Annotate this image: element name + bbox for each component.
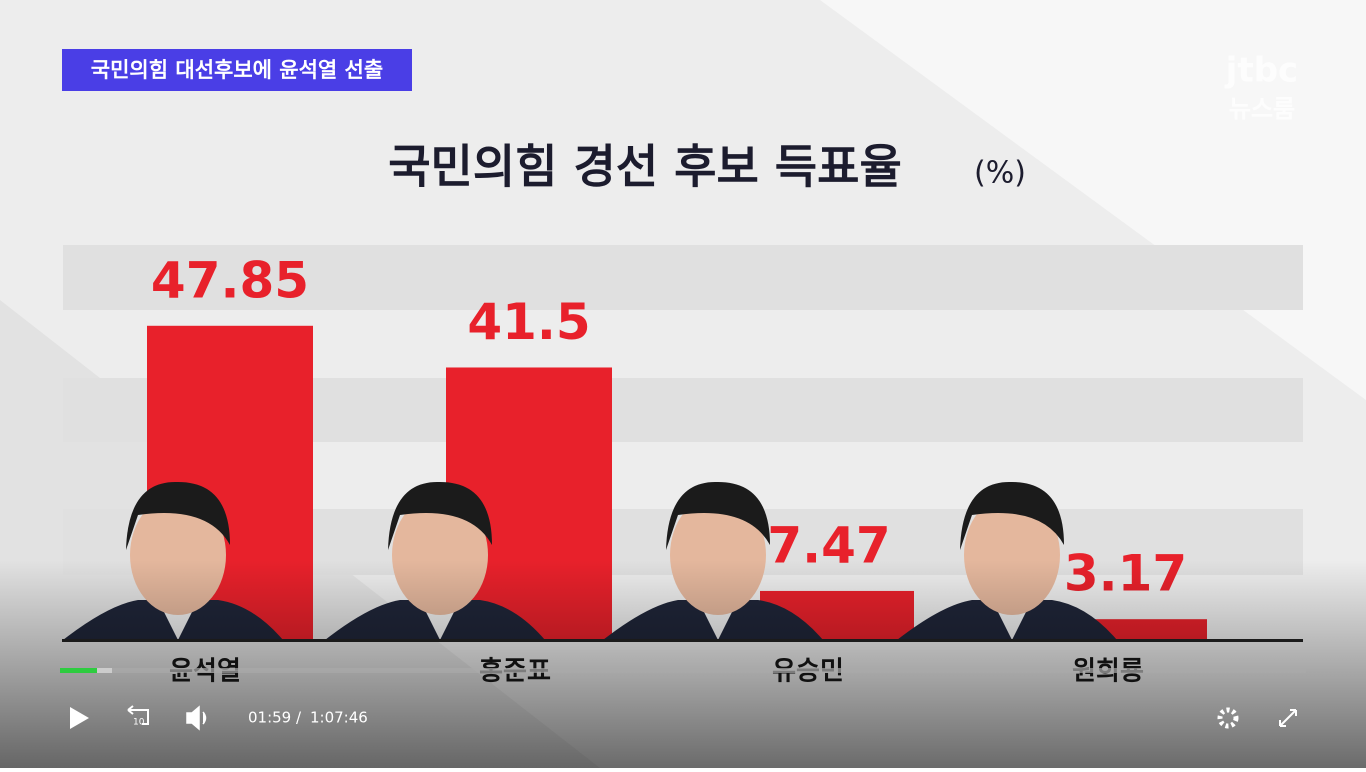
chart-title: 국민의힘 경선 후보 득표율 bbox=[388, 140, 902, 194]
controls-shade bbox=[0, 560, 1366, 768]
rewind-seconds: 10 bbox=[133, 718, 145, 728]
person-hair bbox=[388, 481, 492, 550]
caption: 국민의힘 대선후보에 윤석열 선출 bbox=[91, 58, 383, 82]
fullscreen-button[interactable] bbox=[1279, 709, 1297, 727]
unit: (%) bbox=[974, 156, 1026, 191]
play-button[interactable] bbox=[70, 707, 89, 729]
caption-box bbox=[62, 49, 412, 91]
volume-button[interactable] bbox=[186, 705, 207, 731]
progress-played bbox=[60, 668, 97, 673]
time-separator: / bbox=[296, 709, 302, 727]
value-label: 47.85 bbox=[151, 251, 309, 309]
logo-brand: jtbc bbox=[1224, 51, 1298, 91]
person-hair bbox=[960, 481, 1064, 550]
rewind-button[interactable] bbox=[127, 705, 149, 725]
person-hair bbox=[666, 481, 770, 550]
value-label: 41.5 bbox=[467, 293, 590, 351]
logo-program: 뉴스룸 bbox=[1229, 95, 1295, 123]
band bbox=[63, 245, 1303, 310]
progress-track[interactable] bbox=[60, 668, 1306, 673]
duration: 1:07:46 bbox=[310, 709, 368, 727]
settings-button[interactable] bbox=[1217, 707, 1239, 729]
person-hair bbox=[126, 481, 230, 550]
current-time: 01:59 bbox=[248, 709, 291, 727]
